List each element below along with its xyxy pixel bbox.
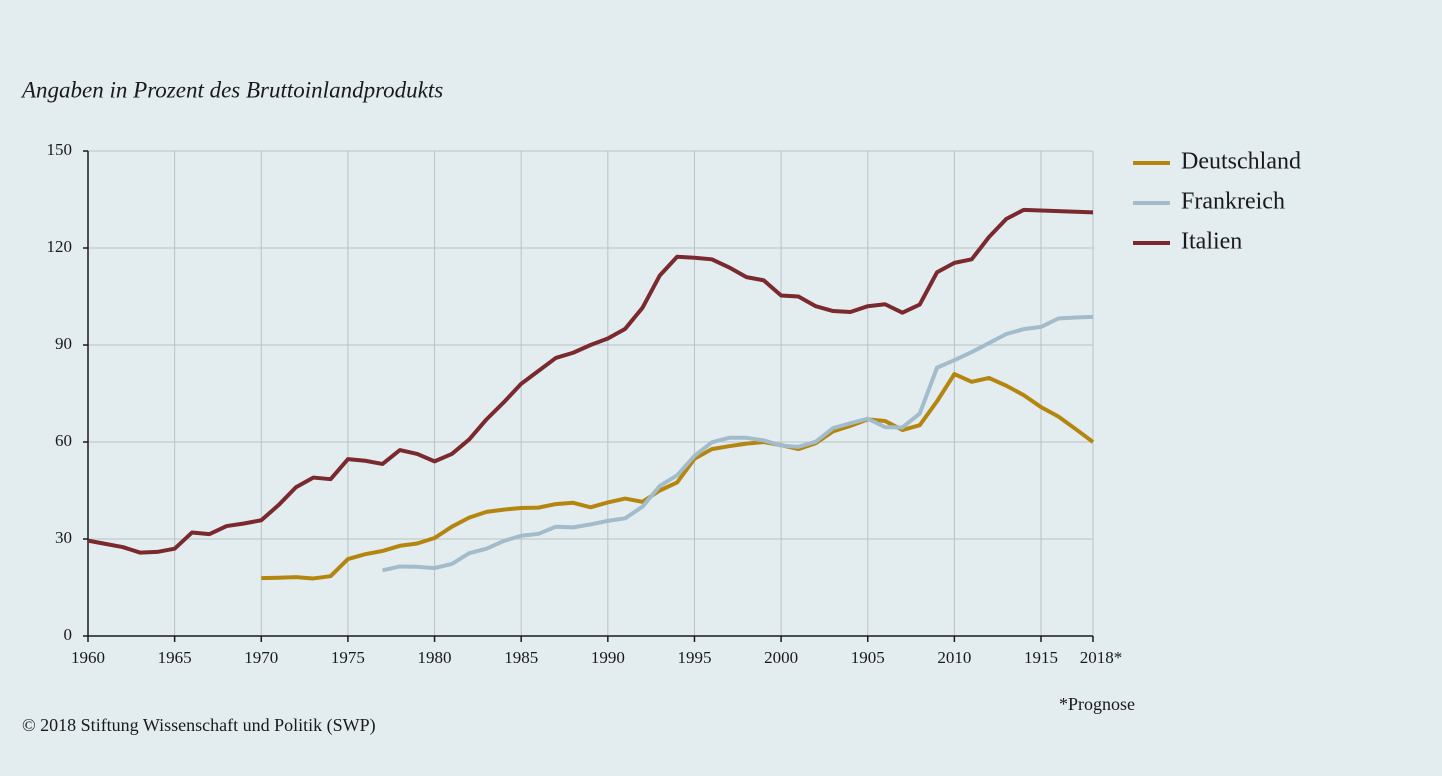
- x-tick-label: 2018*: [1080, 648, 1123, 667]
- x-tick-label: 2000: [764, 648, 798, 667]
- x-tick-label: 1970: [244, 648, 278, 667]
- chart-subtitle: Angaben in Prozent des Bruttoinlandprodu…: [20, 77, 443, 102]
- x-tick-label: 1965: [158, 648, 192, 667]
- x-tick-label: 1915: [1024, 648, 1058, 667]
- x-tick-label: 1990: [591, 648, 625, 667]
- x-tick-label: 1960: [71, 648, 105, 667]
- x-tick-label: 1975: [331, 648, 365, 667]
- y-tick-label: 0: [64, 625, 73, 644]
- series-line: [261, 372, 1095, 581]
- series-line: [382, 314, 1094, 573]
- x-tick-label: 1980: [418, 648, 452, 667]
- y-tick-label: 120: [47, 237, 73, 256]
- x-tick-label: 1985: [504, 648, 538, 667]
- x-tick-label: 1995: [677, 648, 711, 667]
- legend-label: Italien: [1181, 229, 1242, 255]
- x-tick-label: 2010: [937, 648, 971, 667]
- footnote: *Prognose: [1059, 694, 1135, 714]
- y-tick-label: 150: [47, 140, 73, 159]
- legend-label: Frankreich: [1181, 189, 1285, 215]
- x-tick-label: 1905: [851, 648, 885, 667]
- series-line: [87, 207, 1094, 555]
- legend-label: Deutschland: [1181, 149, 1301, 175]
- y-tick-label: 90: [55, 334, 72, 353]
- y-tick-label: 60: [55, 431, 72, 450]
- source: © 2018 Stiftung Wissenschaft und Politik…: [22, 715, 376, 736]
- y-tick-label: 30: [55, 528, 72, 547]
